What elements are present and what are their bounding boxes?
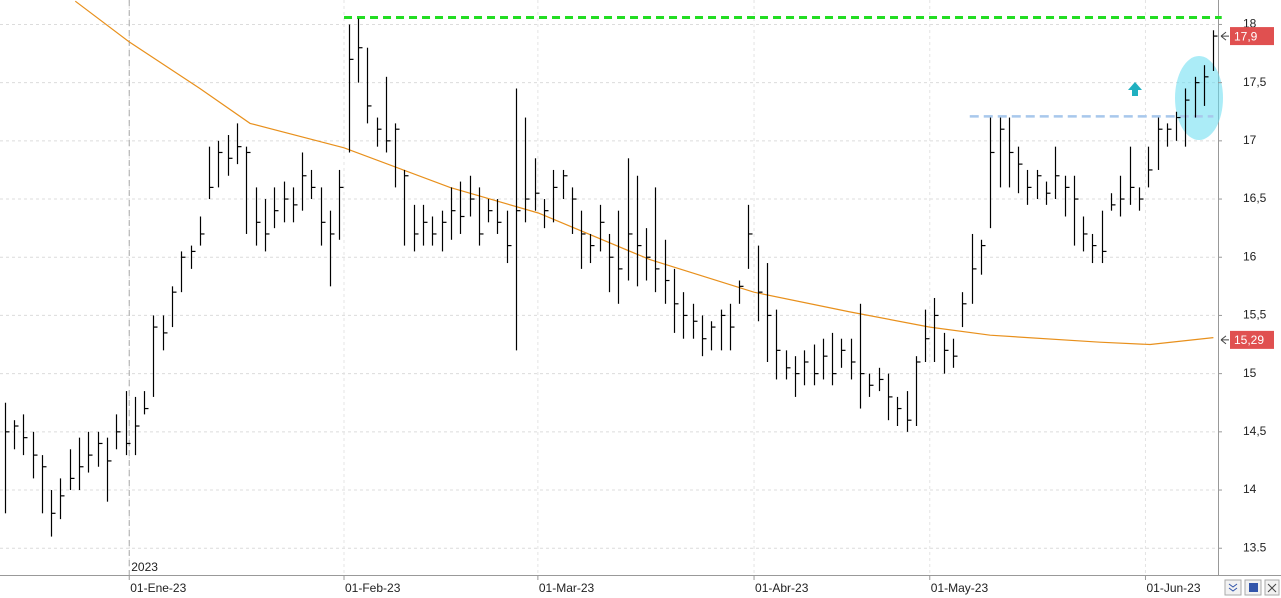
- x-tick-label: 01-Abr-23: [755, 581, 809, 595]
- x-tick-label: 01-Ene-23: [130, 581, 186, 595]
- y-tick-label: 17,5: [1243, 75, 1267, 89]
- y-tick-label: 15,5: [1243, 308, 1267, 322]
- price-label-box: [1230, 27, 1274, 46]
- y-tick-label: 13.5: [1243, 540, 1267, 554]
- highlight-ellipse: [1175, 56, 1223, 140]
- y-tick-label: 15: [1243, 366, 1257, 380]
- y-tick-label: 16,5: [1243, 191, 1267, 205]
- x-tick-label: 01-May-23: [931, 581, 989, 595]
- x-tick-label: 01-Feb-23: [345, 581, 401, 595]
- icon: [1228, 583, 1238, 592]
- icon: [1267, 583, 1277, 593]
- up-arrow: [1128, 82, 1142, 96]
- y-tick-label: 17: [1243, 133, 1257, 147]
- x-tick-label: 01-Jun-23: [1146, 581, 1200, 595]
- price-pointer: [1220, 31, 1229, 41]
- year-label: 2023: [131, 560, 158, 574]
- y-tick-label: 14,5: [1243, 424, 1267, 438]
- price-label-box: [1230, 330, 1274, 349]
- corner-buttons[interactable]: [1224, 579, 1280, 596]
- y-tick-label: 14: [1243, 482, 1257, 496]
- x-tick-label: 01-Mar-23: [539, 581, 595, 595]
- icon: [1249, 583, 1258, 592]
- price-label: 15,29: [1234, 333, 1264, 347]
- price-label: 17,9: [1234, 29, 1258, 43]
- y-tick-label: 16: [1243, 249, 1257, 263]
- price-pointer: [1220, 335, 1229, 345]
- moving-average: [74, 0, 1214, 346]
